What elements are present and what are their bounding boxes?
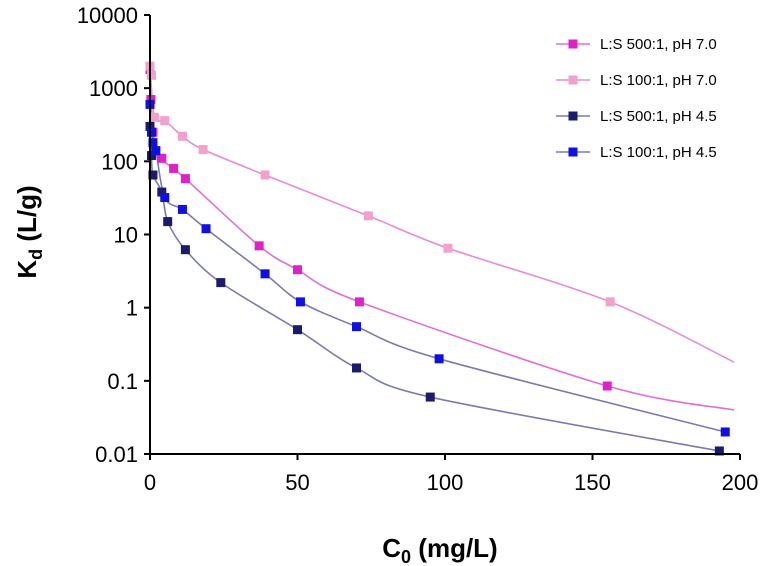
tick-labels: 0.01 0.1 1 10 100 1000 10000 0 50 100 150 200 (77, 3, 759, 495)
data-point-series-4 (720, 427, 730, 437)
data-point-series-3 (148, 170, 158, 180)
data-point-series-3 (157, 187, 167, 197)
data-point-series-1 (180, 174, 190, 184)
legend-label: L:S 100:1, pH 4.5 (600, 144, 717, 161)
legend-label: L:S 500:1, pH 7.0 (600, 36, 717, 53)
data-point-series-3 (425, 392, 435, 402)
data-point-series-2 (443, 243, 453, 253)
data-point-series-1 (602, 381, 612, 391)
data-point-series-2 (198, 145, 208, 155)
data-point-series-1 (169, 163, 179, 173)
data-point-series-2 (149, 112, 159, 122)
data-point-series-1 (293, 265, 302, 275)
legend: L:S 500:1, pH 7.0 L:S 100:1, pH 7.0 L:S 50… (556, 36, 717, 161)
data-point-series-4 (201, 224, 211, 234)
y-tick-label: 10 (114, 223, 138, 248)
y-tick-label: 1 (126, 296, 138, 321)
data-point-series-2 (605, 297, 615, 307)
axes (144, 14, 741, 460)
data-point-series-4 (434, 354, 444, 364)
y-tick-label: 0.1 (107, 369, 138, 394)
data-point-series-2 (260, 170, 270, 180)
data-point-series-3 (352, 363, 361, 373)
data-point-series-4 (148, 138, 158, 148)
data-point-series-3 (163, 217, 173, 227)
data-point-series-3 (146, 151, 156, 161)
data-point-series-4 (177, 204, 187, 214)
series-markers (145, 61, 730, 456)
data-point-series-2 (146, 70, 156, 80)
legend-marker (568, 39, 578, 49)
y-tick-label: 100 (101, 149, 138, 174)
legend-label: L:S 100:1, pH 7.0 (600, 72, 717, 89)
legend-marker (568, 147, 578, 157)
data-point-series-3 (216, 278, 226, 288)
y-tick-label: 10000 (77, 3, 138, 28)
data-point-series-4 (146, 127, 156, 137)
data-point-series-4 (295, 297, 305, 307)
x-tick-label: 150 (574, 470, 611, 495)
series-line-3 (149, 126, 720, 452)
data-point-series-3 (714, 446, 724, 456)
x-axis-title: C0 (mg/L) (382, 533, 497, 566)
data-point-series-1 (157, 153, 167, 163)
x-tick-label: 100 (427, 470, 464, 495)
data-point-series-4 (151, 146, 161, 156)
data-point-series-1 (254, 241, 264, 251)
data-point-series-1 (354, 297, 364, 307)
data-point-series-4 (352, 322, 361, 332)
y-tick-label: 1000 (89, 76, 138, 101)
data-point-series-2 (363, 211, 373, 221)
x-tick-label: 50 (285, 470, 309, 495)
data-point-series-4 (160, 193, 170, 203)
data-point-series-2 (160, 116, 170, 126)
data-point-series-2 (177, 131, 187, 141)
data-point-series-3 (293, 325, 302, 335)
x-tick-label: 200 (722, 470, 759, 495)
data-point-series-4 (260, 269, 270, 279)
x-tick-label: 0 (144, 470, 156, 495)
y-axis-title: Kd (L/g) (12, 185, 46, 278)
y-tick-label: 0.01 (95, 442, 138, 467)
legend-marker (568, 111, 578, 121)
legend-label: L:S 500:1, pH 4.5 (600, 108, 717, 125)
legend-marker (568, 75, 578, 85)
data-point-series-3 (180, 245, 190, 255)
